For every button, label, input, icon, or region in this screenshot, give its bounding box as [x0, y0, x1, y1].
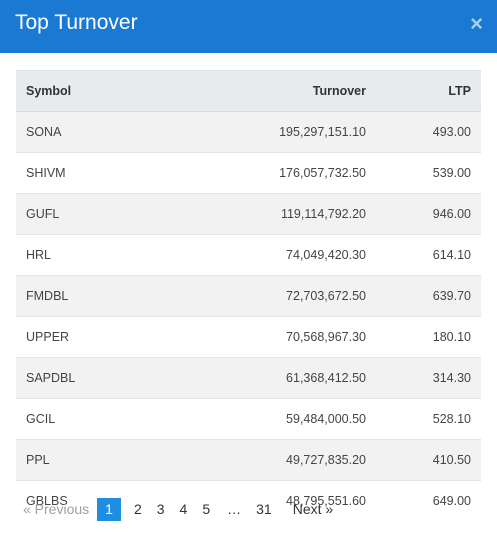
page-2-button[interactable]: 2: [133, 501, 142, 517]
table-row[interactable]: GBLBS 48,795,551.60 649.00: [16, 481, 481, 522]
page-5-button[interactable]: 5: [202, 501, 211, 517]
table-row[interactable]: HRL 74,049,420.30 614.10: [16, 234, 481, 276]
table-row[interactable]: UPPER 70,568,967.30 180.10: [16, 316, 481, 358]
table-row[interactable]: GCIL 59,484,000.50 528.10: [16, 398, 481, 440]
next-page-button[interactable]: Next »: [292, 501, 334, 517]
ltp-cell: 946.00: [367, 193, 481, 235]
symbol-cell: SONA: [16, 111, 157, 153]
symbol-cell: GCIL: [16, 398, 157, 440]
symbol-cell: HRL: [16, 234, 157, 276]
ltp-cell: 314.30: [367, 357, 481, 399]
page-1-button[interactable]: 1: [97, 498, 121, 521]
turnover-cell: 61,368,412.50: [157, 357, 367, 399]
ltp-cell: 539.00: [367, 152, 481, 194]
table-row[interactable]: PPL 49,727,835.20 410.50: [16, 439, 481, 481]
turnover-table: Symbol Turnover LTP SONA 195,297,151.10 …: [16, 70, 481, 521]
table-row[interactable]: SONA 195,297,151.10 493.00: [16, 111, 481, 153]
symbol-cell: SAPDBL: [16, 357, 157, 399]
column-header-symbol[interactable]: Symbol: [16, 70, 157, 112]
column-header-turnover[interactable]: Turnover: [157, 70, 367, 112]
turnover-cell: 195,297,151.10: [157, 111, 367, 153]
table-row[interactable]: FMDBL 72,703,672.50 639.70: [16, 275, 481, 317]
pagination: « Previous 1 2 3 4 5 … 31 Next »: [16, 498, 341, 521]
ltp-cell: 649.00: [432, 494, 471, 508]
turnover-cell: 59,484,000.50: [157, 398, 367, 440]
ltp-cell: 180.10: [367, 316, 481, 358]
table-row[interactable]: SHIVM 176,057,732.50 539.00: [16, 152, 481, 194]
ltp-cell: 614.10: [367, 234, 481, 276]
turnover-cell: 70,568,967.30: [157, 316, 367, 358]
ltp-cell: 493.00: [367, 111, 481, 153]
close-icon[interactable]: ×: [470, 11, 483, 36]
turnover-cell: 48,795,551.60: [286, 494, 366, 508]
page-31-button[interactable]: 31: [256, 501, 272, 517]
symbol-cell: UPPER: [16, 316, 157, 358]
table-row[interactable]: SAPDBL 61,368,412.50 314.30: [16, 357, 481, 399]
symbol-cell: GBLBS: [26, 494, 68, 508]
turnover-cell: 49,727,835.20: [157, 439, 367, 481]
table-header-row: Symbol Turnover LTP: [16, 70, 481, 112]
ltp-cell: 639.70: [367, 275, 481, 317]
symbol-cell: PPL: [16, 439, 157, 481]
symbol-cell: FMDBL: [16, 275, 157, 317]
ltp-cell: 528.10: [367, 398, 481, 440]
symbol-cell: GUFL: [16, 193, 157, 235]
turnover-cell: 72,703,672.50: [157, 275, 367, 317]
pagination-ellipsis: …: [227, 501, 242, 517]
column-header-ltp[interactable]: LTP: [367, 70, 481, 112]
symbol-cell: SHIVM: [16, 152, 157, 194]
table-row[interactable]: GUFL 119,114,792.20 946.00: [16, 193, 481, 235]
page-3-button[interactable]: 3: [156, 501, 165, 517]
dialog-header: Top Turnover ×: [0, 0, 497, 53]
turnover-cell: 176,057,732.50: [157, 152, 367, 194]
turnover-cell: 119,114,792.20: [157, 193, 367, 235]
page-4-button[interactable]: 4: [179, 501, 188, 517]
previous-page-button[interactable]: « Previous: [23, 501, 90, 517]
turnover-cell: 74,049,420.30: [157, 234, 367, 276]
dialog-title: Top Turnover: [15, 11, 138, 34]
ltp-cell: 410.50: [367, 439, 481, 481]
